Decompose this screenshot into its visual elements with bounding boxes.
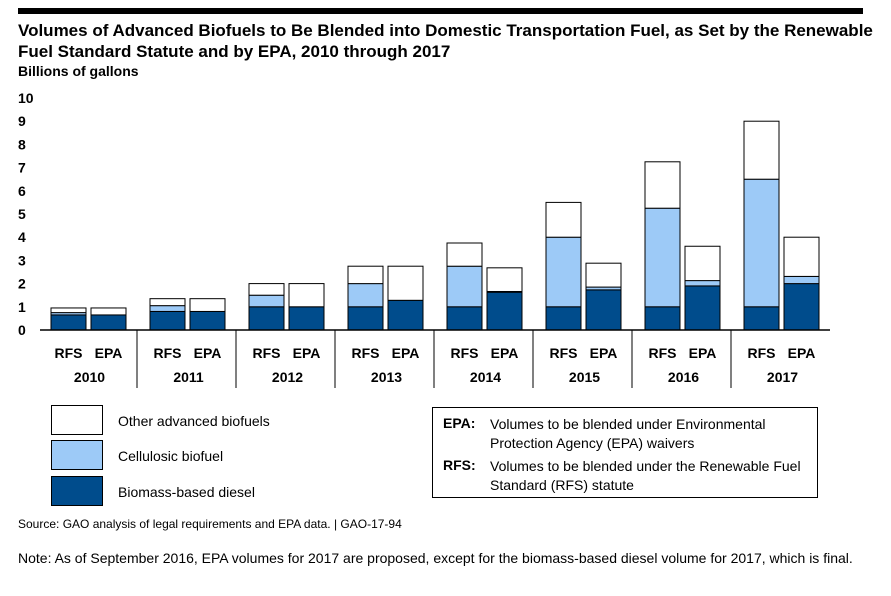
source-line: Source: GAO analysis of legal requiremen…: [18, 517, 402, 531]
bar-label: EPA: [293, 345, 321, 361]
abbr-text-epa: Volumes to be blended under Environmenta…: [490, 416, 766, 451]
bar-segment: [743, 178, 780, 308]
bar-segment: [446, 265, 483, 308]
bar-segment: [684, 245, 721, 282]
legend-swatch-other: [51, 405, 103, 435]
bar-segment: [684, 285, 721, 331]
bar-label: RFS: [154, 345, 182, 361]
bar-segment: [248, 306, 285, 331]
bar-segment: [189, 298, 226, 312]
bar-segment: [347, 265, 384, 285]
y-tick-label: 10: [18, 90, 34, 106]
bar-segment: [446, 242, 483, 267]
bar-segment: [446, 306, 483, 331]
bar-segment: [684, 280, 721, 287]
bar-label: RFS: [748, 345, 776, 361]
year-label: 2015: [569, 369, 600, 385]
legend-swatch-cellulosic: [51, 440, 103, 470]
y-tick-label: 7: [18, 160, 26, 176]
bar-segment: [644, 207, 681, 308]
bar-segment: [783, 275, 820, 285]
year-label: 2013: [371, 369, 402, 385]
legend-label-cellulosic: Cellulosic biofuel: [118, 448, 224, 464]
bar-segment: [743, 120, 780, 180]
bar-label: RFS: [55, 345, 83, 361]
abbr-key-rfs: RFS:: [443, 457, 476, 473]
top-rule: [18, 8, 863, 14]
year-label: 2014: [470, 369, 501, 385]
year-label: 2017: [767, 369, 798, 385]
y-tick-label: 5: [18, 206, 26, 222]
y-tick-label: 8: [18, 136, 26, 152]
bar-label: EPA: [788, 345, 816, 361]
bar-segment: [90, 307, 127, 316]
note-text: Note: As of September 2016, EPA volumes …: [18, 550, 853, 566]
bar-segment: [50, 307, 87, 314]
year-label: 2010: [74, 369, 105, 385]
bar-segment: [644, 161, 681, 209]
bar-segment: [387, 265, 424, 301]
year-label: 2016: [668, 369, 699, 385]
bar-segment: [783, 283, 820, 331]
bar-segment: [783, 236, 820, 277]
bar-segment: [347, 283, 384, 308]
y-tick-label: 2: [18, 276, 26, 292]
bar-segment: [585, 262, 622, 288]
bar-segment: [585, 289, 622, 331]
abbr-key-epa: EPA:: [443, 415, 476, 431]
bar-segment: [743, 306, 780, 331]
abbreviation-box: EPA: Volumes to be blended under Environ…: [432, 407, 818, 498]
bar-segment: [90, 314, 127, 331]
bar-label: EPA: [689, 345, 717, 361]
legend-label-diesel: Biomass-based diesel: [118, 484, 255, 500]
chart-title: Volumes of Advanced Biofuels to Be Blend…: [18, 21, 873, 61]
bar-segment: [486, 267, 523, 292]
bar-segment: [545, 236, 582, 308]
bar-label: EPA: [491, 345, 519, 361]
year-label: 2011: [173, 369, 204, 385]
y-tick-label: 0: [18, 322, 26, 338]
year-label: 2012: [272, 369, 303, 385]
bar-segment: [545, 201, 582, 238]
bar-segment: [288, 306, 325, 331]
bar-segment: [248, 283, 285, 296]
bar-segment: [387, 299, 424, 331]
bar-label: RFS: [352, 345, 380, 361]
bar-segment: [149, 305, 186, 312]
bar-segment: [545, 306, 582, 331]
legend-label-other: Other advanced biofuels: [118, 413, 270, 429]
bar-label: EPA: [392, 345, 420, 361]
y-tick-label: 4: [18, 229, 26, 245]
bar-segment: [486, 291, 523, 331]
bar-label: RFS: [550, 345, 578, 361]
bar-segment: [149, 310, 186, 331]
bar-segment: [347, 306, 384, 331]
y-tick-label: 6: [18, 183, 26, 199]
bar-label: RFS: [649, 345, 677, 361]
abbr-text-rfs: Volumes to be blended under the Renewabl…: [490, 458, 801, 493]
bar-segment: [149, 298, 186, 307]
y-tick-label: 3: [18, 252, 26, 268]
y-tick-label: 9: [18, 113, 26, 129]
bar-segment: [50, 314, 87, 331]
bar-segment: [288, 283, 325, 308]
legend-swatch-diesel: [51, 476, 103, 506]
bar-segment: [644, 306, 681, 331]
bar-segment: [189, 310, 226, 331]
y-tick-label: 1: [18, 299, 26, 315]
bar-label: RFS: [253, 345, 281, 361]
bar-label: EPA: [95, 345, 123, 361]
bar-label: EPA: [194, 345, 222, 361]
y-axis-unit-label: Billions of gallons: [18, 63, 139, 79]
bar-segment: [248, 294, 285, 308]
chart-svg: 0 1 2 3 4 5 6 7 8 9 10 RFS EPA 2010 RFS EPA 2011 RFS EPA 20…: [18, 90, 830, 388]
bar-label: EPA: [590, 345, 618, 361]
bar-label: RFS: [451, 345, 479, 361]
